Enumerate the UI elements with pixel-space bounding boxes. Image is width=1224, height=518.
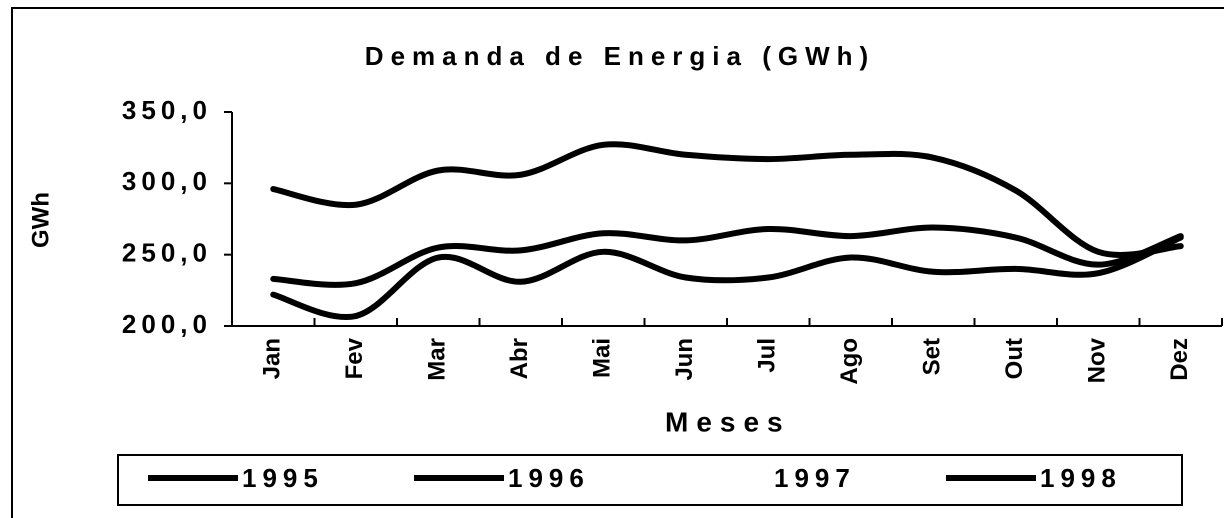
x-tick-label: Ago bbox=[836, 338, 863, 385]
series-line bbox=[270, 234, 1184, 321]
x-tick-label: Out bbox=[1001, 338, 1028, 379]
x-tick-label: Fev bbox=[341, 337, 368, 379]
y-tick-label: 250,0 bbox=[122, 238, 212, 268]
x-tick-label: Mai bbox=[589, 338, 616, 378]
chart-title: Demanda de Energia (GWh) bbox=[365, 41, 875, 71]
y-tick-label: 200,0 bbox=[122, 309, 212, 339]
y-tick-label: 300,0 bbox=[122, 166, 212, 196]
x-tick-label: Jan bbox=[259, 338, 286, 379]
x-tick-label: Set bbox=[919, 338, 946, 375]
x-tick-label: Nov bbox=[1084, 337, 1111, 383]
series-line bbox=[270, 141, 1184, 258]
legend-label: 1997 bbox=[774, 463, 856, 493]
x-tick-label: Dez bbox=[1166, 338, 1193, 381]
y-tick-label: 350,0 bbox=[122, 95, 212, 125]
legend-label: 1995 bbox=[242, 463, 324, 493]
x-tick-label: Mar bbox=[424, 338, 451, 381]
legend-label: 1998 bbox=[1040, 463, 1122, 493]
x-tick-label: Abr bbox=[506, 338, 533, 379]
legend-label: 1996 bbox=[508, 463, 590, 493]
chart-frame bbox=[11, 7, 1224, 518]
x-tick-label: Jun bbox=[671, 338, 698, 381]
series-line bbox=[270, 224, 1184, 288]
x-tick-label: Jul bbox=[754, 338, 781, 373]
x-axis-label: Meses bbox=[665, 406, 791, 437]
legend-box bbox=[117, 454, 1183, 506]
y-axis-label: GWh bbox=[27, 192, 54, 248]
